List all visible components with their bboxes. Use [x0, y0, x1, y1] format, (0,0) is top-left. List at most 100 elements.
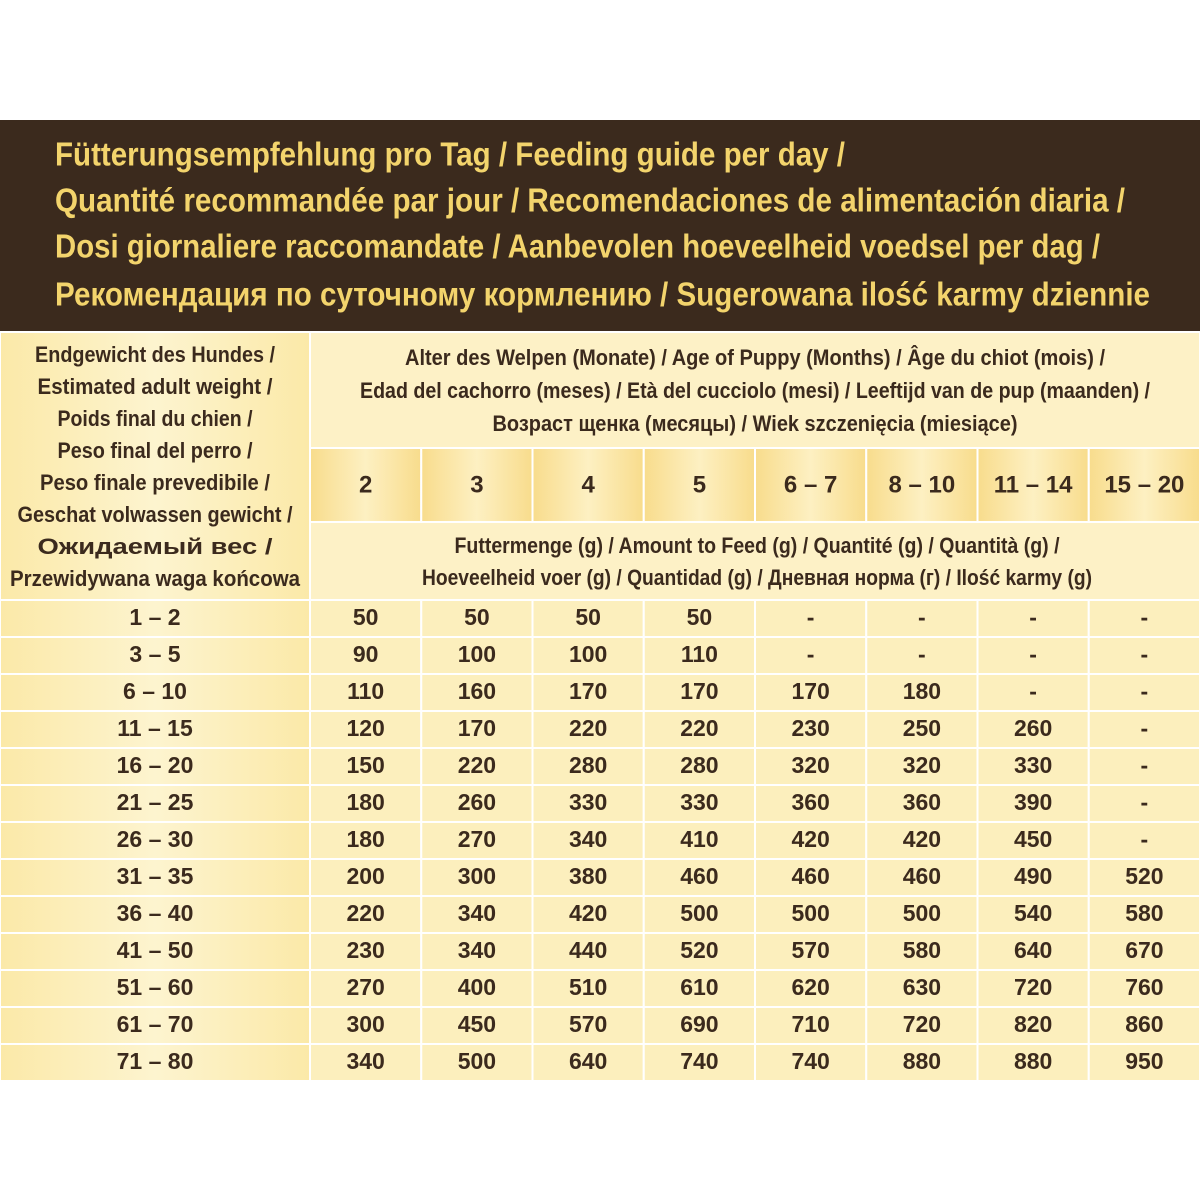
header-band: [0, 120, 1200, 332]
table-cell: [1087, 673, 1200, 712]
amount: 180: [346, 826, 384, 852]
amount: -: [807, 604, 815, 630]
amount: -: [807, 641, 815, 667]
amount: 330: [680, 789, 718, 815]
table-cell: [1087, 969, 1200, 1008]
table-cell: [976, 969, 1090, 1008]
amount: -: [1029, 678, 1037, 704]
weight-range: 31 – 35: [117, 863, 194, 889]
table-cell: [1087, 858, 1200, 897]
amount: 170: [791, 678, 829, 704]
amount: 670: [1125, 937, 1163, 963]
amount: 50: [353, 604, 379, 630]
amount: 320: [903, 752, 941, 778]
amount: 220: [346, 900, 384, 926]
amount: -: [1141, 752, 1149, 778]
amount: 490: [1014, 863, 1052, 889]
amount: 330: [1014, 752, 1052, 778]
table-cell: [420, 1043, 534, 1082]
age-header: Edad del cachorro (meses) / Età del cucc…: [360, 378, 1150, 403]
weight-range: 26 – 30: [117, 826, 194, 852]
amount: 500: [458, 1048, 496, 1074]
title-line: Dosi giornaliere raccomandate / Aanbevol…: [55, 228, 1100, 265]
amount: 450: [1014, 826, 1052, 852]
table-cell: [642, 710, 756, 749]
age: 15 – 20: [1104, 471, 1184, 498]
weight-range: 41 – 50: [117, 937, 194, 963]
amount: 280: [680, 752, 718, 778]
amount: 50: [575, 604, 601, 630]
table-cell: [420, 895, 534, 934]
table-cell: [1087, 710, 1200, 749]
amount: 230: [791, 715, 829, 741]
table-cell: [976, 599, 1090, 638]
table-cell: [1087, 447, 1200, 523]
table-cell: [754, 447, 868, 523]
table-cell: [309, 821, 423, 860]
table-cell: [865, 784, 979, 823]
table-cell: [0, 1006, 311, 1045]
weight-header: Endgewicht des Hundes /: [35, 342, 275, 367]
amount: 160: [458, 678, 496, 704]
amount: 360: [791, 789, 829, 815]
table-cell: [531, 1043, 645, 1082]
table-cell: [420, 599, 534, 638]
amount: -: [1141, 789, 1149, 815]
amount: -: [918, 604, 926, 630]
amount: 110: [347, 678, 384, 704]
amount: 150: [346, 752, 384, 778]
age: 2: [359, 471, 372, 498]
age: 8 – 10: [889, 471, 956, 498]
table-cell: [309, 895, 423, 934]
age-header: Alter des Welpen (Monate) / Age of Puppy…: [405, 345, 1105, 370]
amount: 180: [346, 789, 384, 815]
table-cell: [642, 969, 756, 1008]
amount: 570: [791, 937, 829, 963]
table-cell: [865, 673, 979, 712]
table-cell: [976, 1043, 1090, 1082]
age: 4: [581, 471, 595, 498]
amount: 740: [680, 1048, 718, 1074]
amount: 540: [1014, 900, 1052, 926]
table-cell: [976, 932, 1090, 971]
amount: -: [1141, 641, 1149, 667]
table-cell: [754, 895, 868, 934]
amount: 580: [1125, 900, 1163, 926]
amount: 260: [458, 789, 496, 815]
amount: 110: [681, 641, 718, 667]
amount: 230: [346, 937, 384, 963]
table-cell: [1087, 784, 1200, 823]
amount: 420: [569, 900, 607, 926]
table-cell: [309, 858, 423, 897]
table-cell: [420, 969, 534, 1008]
table-cell: [754, 969, 868, 1008]
weight-range: 51 – 60: [117, 974, 194, 1000]
amount: 520: [1125, 863, 1163, 889]
table-cell: [420, 747, 534, 786]
amount: 720: [1014, 974, 1052, 1000]
weight-header: Poids final du chien /: [58, 406, 253, 431]
weight-range: 71 – 80: [117, 1048, 194, 1074]
weight-header: Ожидаемый вес /: [38, 534, 273, 559]
amount: 200: [346, 863, 384, 889]
amount: 260: [1014, 715, 1052, 741]
weight-header: Peso finale prevedibile /: [40, 470, 270, 495]
table-cell: [642, 932, 756, 971]
amount: 460: [791, 863, 829, 889]
amount: 520: [680, 937, 718, 963]
amount: 500: [791, 900, 829, 926]
amount: 880: [903, 1048, 941, 1074]
weight-header: Estimated adult weight /: [38, 374, 273, 399]
amount: 50: [687, 604, 713, 630]
amount: 180: [903, 678, 941, 704]
table-cell: [309, 1006, 423, 1045]
amount: 270: [458, 826, 496, 852]
amount: 90: [353, 641, 379, 667]
table-cell: [976, 858, 1090, 897]
table-cell: [0, 599, 311, 638]
amount: 420: [903, 826, 941, 852]
table-cell: [642, 821, 756, 860]
amount: 950: [1125, 1048, 1163, 1074]
table-cell: [420, 447, 534, 523]
